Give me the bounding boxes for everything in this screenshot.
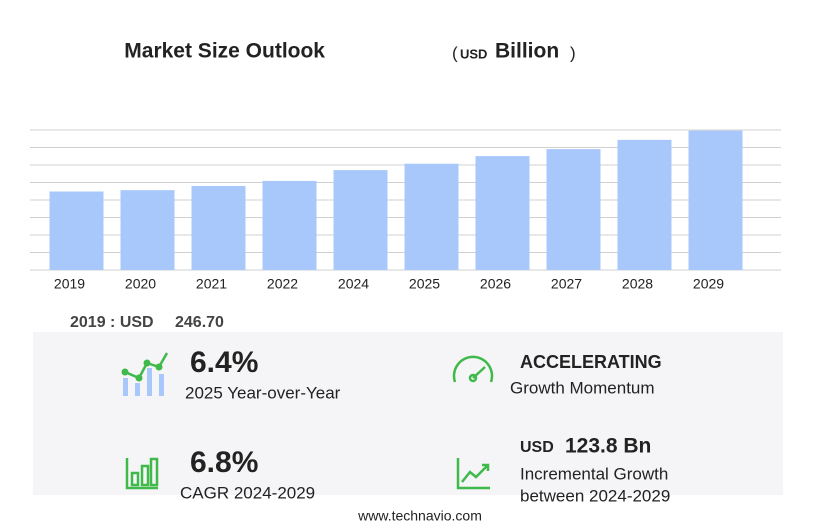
- bar: [617, 139, 672, 270]
- base-label: 2019 : USD: [70, 314, 154, 331]
- stat-value: 123.8 Bn: [565, 435, 651, 458]
- bar: [191, 186, 246, 270]
- x-tick-label: 2021: [196, 276, 227, 292]
- x-tick-label: 2022: [267, 276, 298, 292]
- stat-label: CAGR 2024-2029: [180, 483, 315, 502]
- x-tick-label: 2019: [54, 276, 85, 292]
- stat-label: between 2024-2029: [520, 486, 670, 505]
- title-unit: Billion: [495, 40, 559, 63]
- bar: [688, 130, 743, 270]
- chart-title: Market Size Outlook: [124, 40, 325, 63]
- x-tick-label: 2025: [409, 276, 440, 292]
- title-unit: USD: [460, 46, 487, 61]
- title-paren: (: [452, 43, 458, 62]
- growth-icon: [456, 458, 490, 490]
- bar: [475, 156, 530, 270]
- bar: [262, 180, 317, 270]
- stat-label: Growth Momentum: [510, 378, 655, 397]
- stat-value: 6.4%: [190, 346, 258, 379]
- x-tick-label: 2027: [551, 276, 582, 292]
- bar-chart: 2019 2020 2021 2022 2024 2025 2026 2027 2028 2029: [30, 129, 781, 292]
- bar: [49, 191, 104, 270]
- stat-label: 2025 Year-over-Year: [185, 383, 341, 402]
- cagr-icon: [125, 457, 159, 490]
- footer: www.technavio.com: [357, 508, 482, 524]
- bar: [120, 190, 175, 270]
- stat-value: ACCELERATING: [520, 352, 662, 372]
- stats-panel: [33, 332, 783, 495]
- x-tick-label: 2028: [622, 276, 653, 292]
- x-tick-label: 2029: [693, 276, 724, 292]
- yoy-icon: [121, 352, 169, 396]
- base-value: 246.70: [175, 314, 224, 331]
- stat-unit: USD: [520, 439, 554, 456]
- x-tick-label: 2024: [338, 276, 369, 292]
- title-paren: ): [570, 43, 576, 62]
- x-tick-label: 2020: [125, 276, 156, 292]
- gauge-icon: [452, 355, 494, 383]
- stat-label: Incremental Growth: [520, 464, 668, 483]
- x-tick-label: 2026: [480, 276, 511, 292]
- bar: [546, 149, 601, 270]
- bar: [333, 170, 388, 270]
- bar: [404, 163, 459, 270]
- stat-value: 6.8%: [190, 446, 258, 479]
